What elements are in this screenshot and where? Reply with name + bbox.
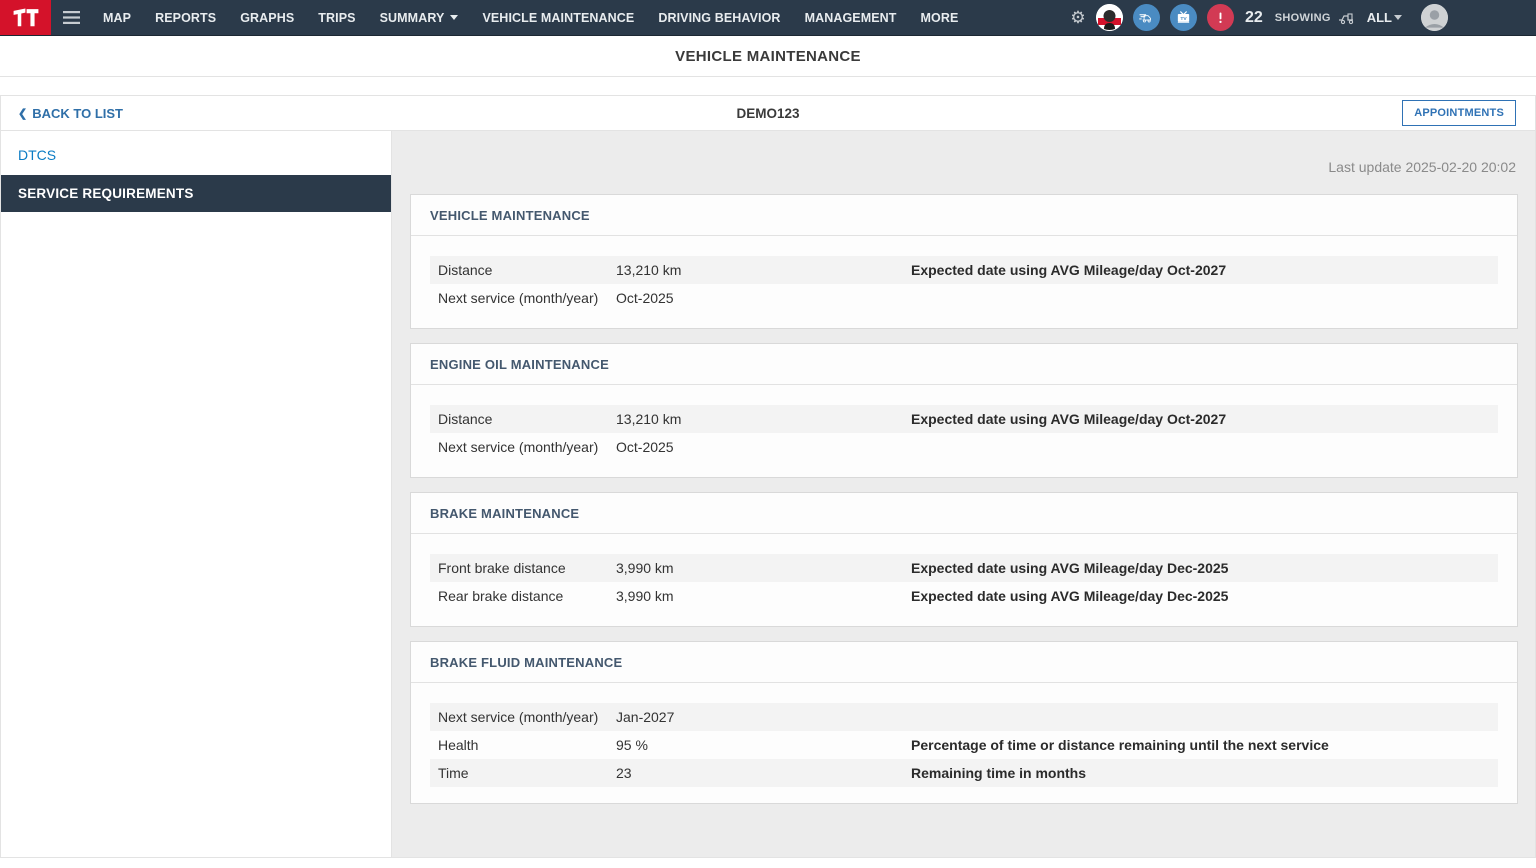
svg-text:TV: TV <box>1180 16 1187 22</box>
